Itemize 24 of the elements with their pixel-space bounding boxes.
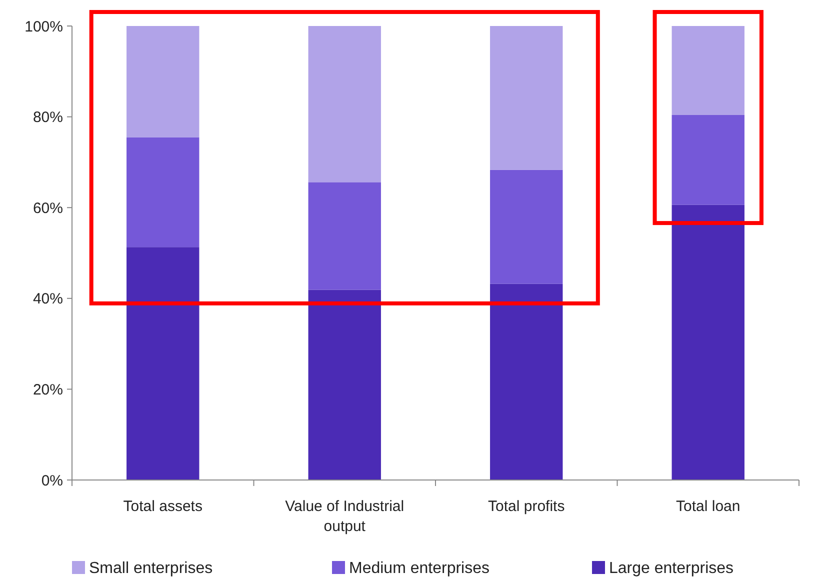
x-tick-label: Total assets [123, 498, 202, 515]
bar [308, 26, 381, 182]
bar [126, 137, 200, 248]
y-tick-label: 0% [41, 472, 63, 490]
y-tick-label: 40% [32, 290, 63, 308]
y-tick-label: 100% [24, 18, 63, 36]
bar [308, 182, 381, 290]
legend-label: Large enterprises [609, 560, 734, 577]
x-tick-label: Total loan [676, 498, 740, 515]
bar [490, 284, 563, 480]
bar [672, 114, 744, 205]
x-tick-label: Total profits [488, 498, 565, 515]
bar [308, 290, 381, 480]
legend-label: Medium enterprises [349, 560, 490, 577]
legend-label: Small enterprises [89, 560, 213, 577]
bar [126, 247, 200, 480]
y-tick-label: 80% [32, 109, 63, 126]
bar [490, 170, 563, 284]
x-tick-label: Value of Industrial output [285, 498, 404, 535]
y-tick-label: 60% [32, 200, 63, 217]
y-tick-label: 20% [32, 381, 63, 398]
bar [126, 26, 200, 138]
bar [672, 26, 744, 115]
bar [490, 26, 563, 170]
